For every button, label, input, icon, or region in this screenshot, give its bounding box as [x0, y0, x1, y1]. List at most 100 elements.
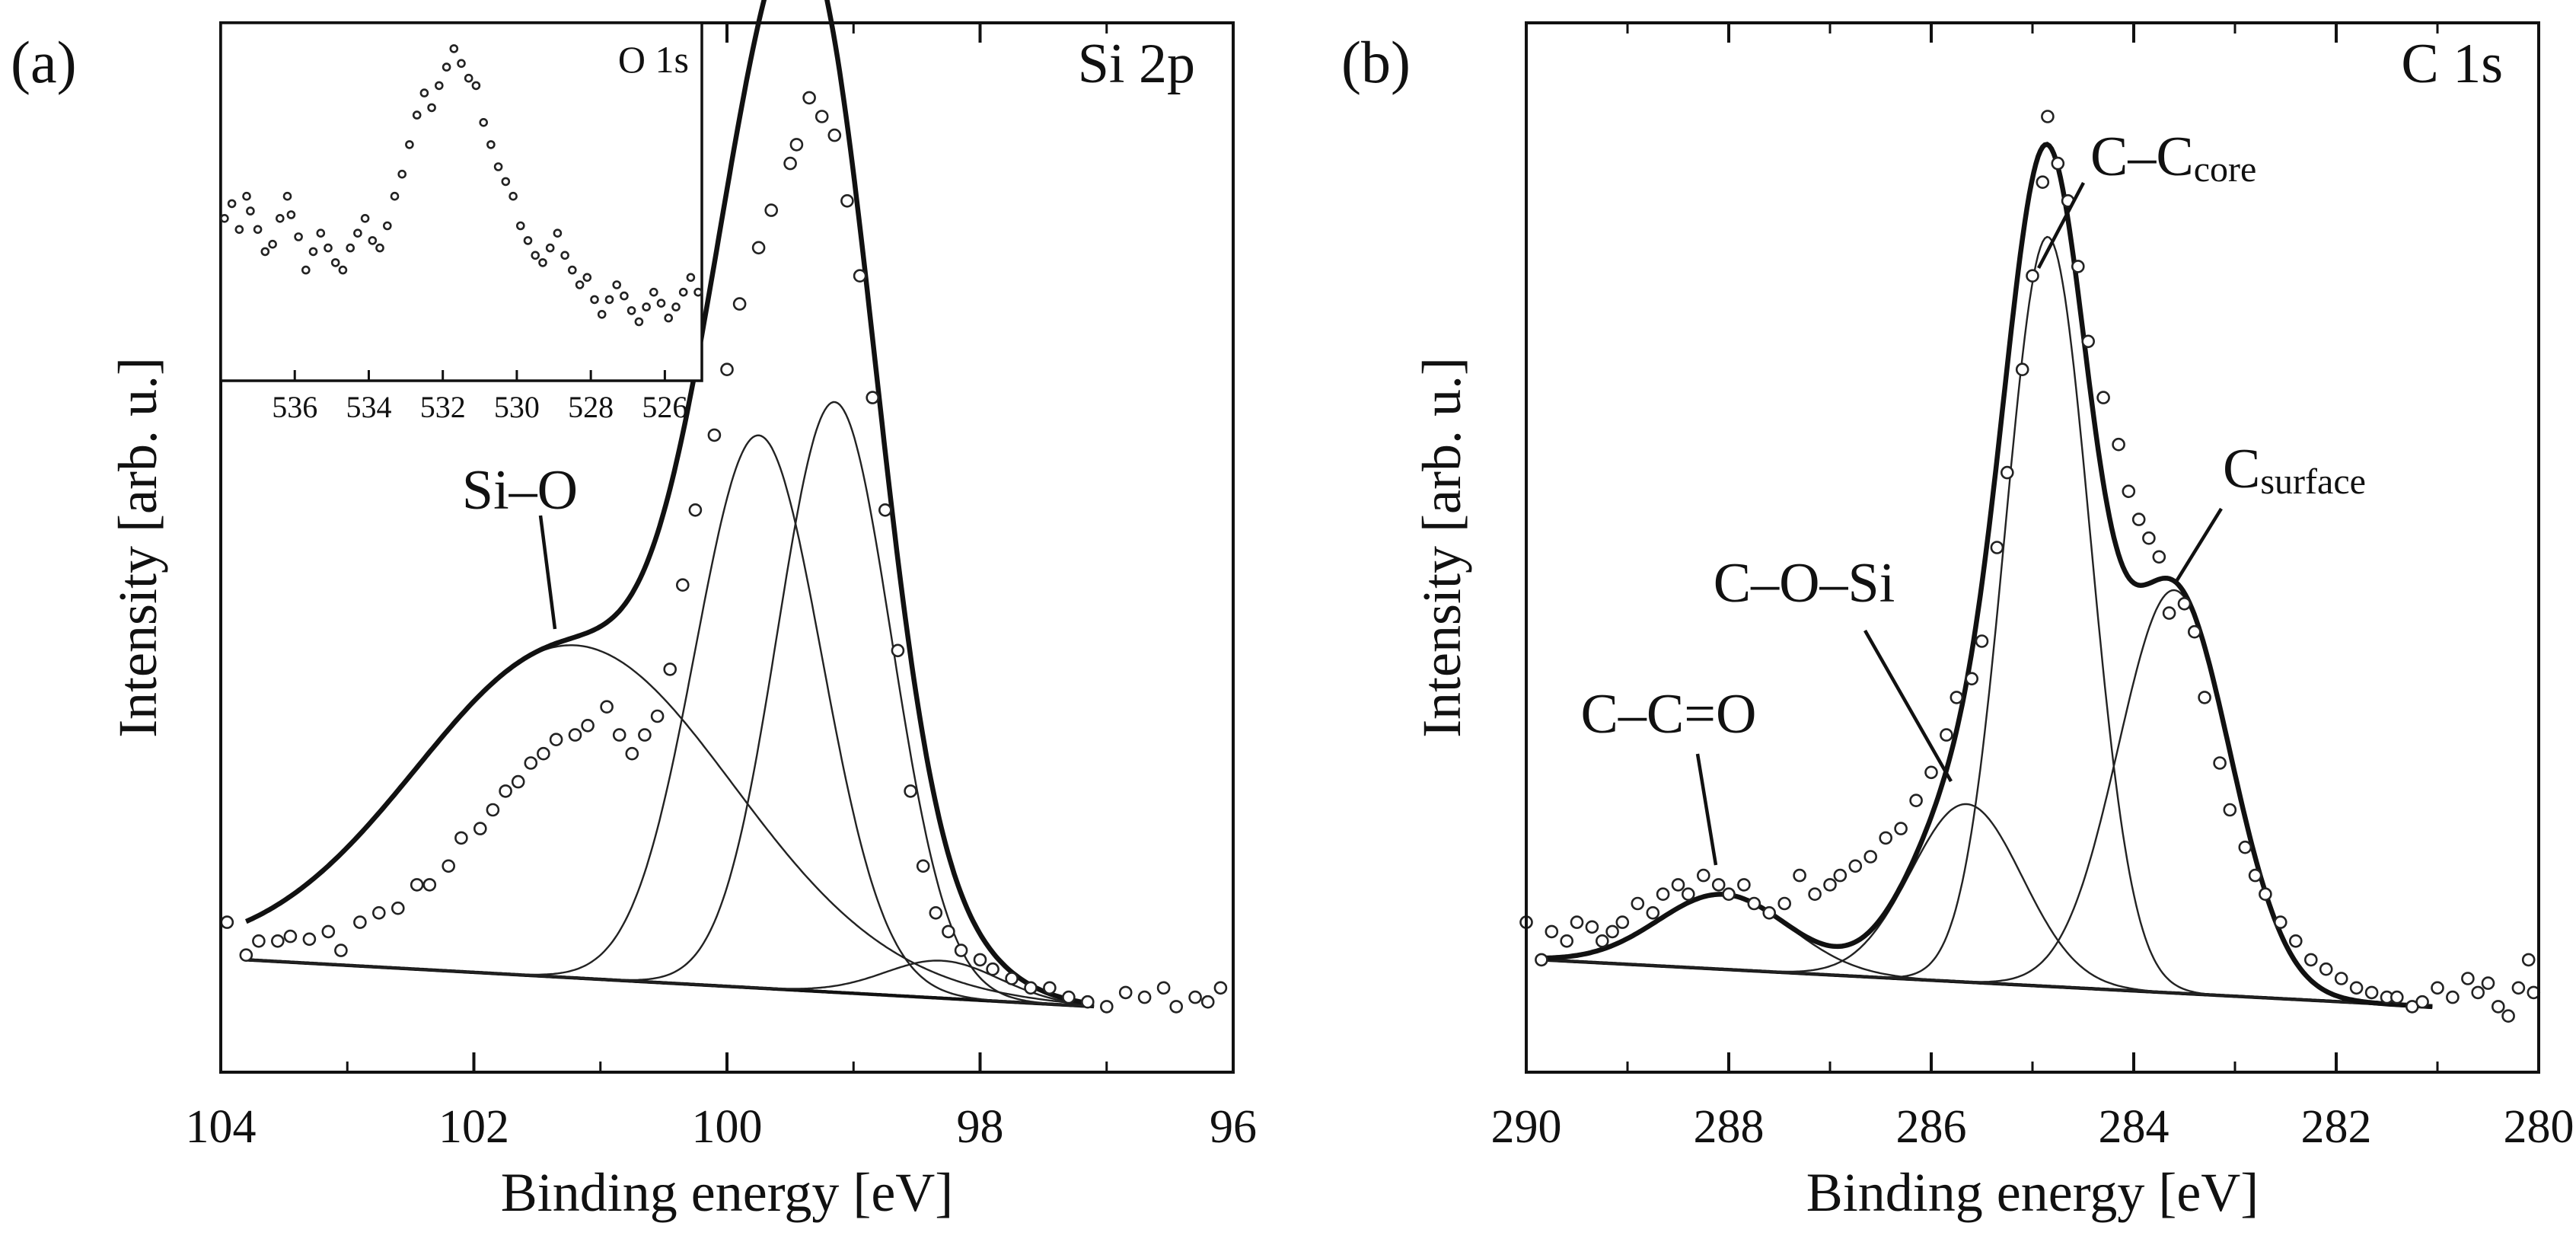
panel-a-points — [220, 91, 1228, 1014]
panel-b-data-point — [2364, 985, 2379, 1000]
inset-data-point — [360, 213, 370, 223]
panel-b-title: C 1s — [2401, 33, 2503, 95]
inset-data-point — [368, 236, 378, 245]
inset-data-point — [620, 291, 629, 301]
panel-b-data-point — [2026, 269, 2039, 283]
panel-a-data-point — [252, 934, 266, 948]
panel-b-data-point — [2334, 972, 2348, 985]
panel-a-data-point — [371, 906, 386, 920]
panel-b-data-point — [2162, 606, 2176, 620]
panel-b-data-point — [1924, 765, 1938, 780]
panel-b-data-point — [1560, 934, 1573, 948]
panel-a-data-point — [815, 110, 829, 123]
inset-data-point — [434, 81, 444, 91]
panel-a-x-tick-label: 98 — [957, 1101, 1004, 1153]
inset-data-point — [427, 103, 436, 113]
inset-data-point — [390, 191, 400, 201]
panel-a-data-point — [499, 784, 512, 798]
annotation-c-o-si-pointer — [1863, 629, 1953, 783]
inset-data-point — [316, 228, 326, 238]
panel-b-data-point — [1737, 878, 1751, 892]
inset-data-point — [294, 232, 303, 241]
panel-b-x-tick-label: 288 — [1694, 1101, 1765, 1153]
panel-b-data-point — [1894, 822, 1908, 835]
panel-b-data-point — [1940, 728, 1953, 742]
inset-data-point — [582, 273, 592, 283]
panel-a-tag: (a) — [11, 29, 77, 95]
panel-a-data-point — [1062, 990, 1076, 1004]
inset-data-point — [419, 88, 429, 97]
panel-b-data-point — [1671, 878, 1685, 892]
inset-data-point — [501, 177, 511, 187]
panel-a-data-point — [473, 822, 487, 835]
panel-a-data-point — [220, 915, 234, 929]
annotation-c-c-o: C–C=O — [1581, 683, 1757, 746]
inset-data-point — [664, 313, 674, 323]
annotation-c-surface-sub: surface — [2260, 461, 2366, 502]
inset-data-point — [375, 243, 384, 253]
panel-a-x-tick-label: 102 — [438, 1101, 509, 1153]
panel-a-data-point — [612, 728, 626, 742]
inset-data-point — [649, 287, 658, 297]
inset-data-point — [412, 110, 422, 120]
panel-a-data-point — [302, 932, 317, 947]
panel-a-data-point — [891, 643, 905, 658]
panel-b-data-point — [2051, 156, 2065, 171]
panel-b-data-point — [1990, 541, 2004, 554]
panel-a-data-point — [878, 503, 892, 517]
panel-b-data-point — [1823, 878, 1837, 892]
inset-data-point — [301, 265, 311, 275]
panel-b-data-point — [1833, 868, 1848, 883]
inset-data-point — [324, 243, 333, 253]
panel-b-data-point — [2319, 962, 2333, 976]
panel-b-data-point — [1848, 859, 1863, 873]
panel-a-data-point — [732, 297, 747, 311]
panel-b-data-point — [1596, 934, 1609, 948]
panel-a-data-point — [942, 924, 955, 939]
panel-a-x-label: Binding energy [eV] — [501, 1162, 954, 1223]
panel-a-data-point — [422, 878, 437, 892]
panel-b-data-point — [2521, 953, 2536, 967]
panel-b-data-point — [1656, 887, 1670, 901]
inset-x-tick-label: 528 — [568, 390, 614, 424]
panel-b-data-point — [2131, 512, 2146, 526]
panel-b-data-point — [1615, 915, 1630, 929]
inset-data-point — [560, 251, 569, 260]
panel-a-y-label: Intensity [arb. u.] — [107, 357, 168, 738]
panel-a-data-point — [1100, 1000, 1114, 1014]
panel-b-data-point — [2481, 976, 2495, 990]
panel-b-data-point — [2238, 840, 2252, 854]
panel-b-data-point — [1808, 887, 1822, 901]
panel-a-data-point — [568, 728, 582, 742]
panel-a-data-point — [650, 709, 665, 723]
panel-b-data-point — [2071, 260, 2085, 273]
panel-a-data-point — [802, 91, 816, 105]
panel-b-data-point — [1545, 924, 1559, 939]
panel-a-data-point — [283, 929, 298, 943]
inset-data-point — [626, 306, 636, 315]
inset-x-tick-label: 530 — [494, 390, 540, 424]
inset-data-point — [671, 302, 681, 311]
inset-data-point — [253, 225, 263, 235]
panel-a-data-point — [764, 203, 779, 217]
panel-b-data-point — [1777, 896, 1791, 911]
panel-b-data-point — [2198, 691, 2211, 704]
panel-b-x-tick-label: 284 — [2099, 1101, 2170, 1153]
inset-data-point — [397, 169, 407, 179]
panel-a-data-point — [827, 128, 842, 142]
panel-b-curves — [1541, 142, 2433, 1010]
inset-data-point — [442, 62, 451, 72]
panel-a-data-point — [334, 943, 348, 957]
panel-a-data-point — [663, 663, 677, 676]
panel-a-data-point — [1024, 981, 1038, 995]
panel-b-tag: (b) — [1341, 29, 1411, 95]
panel-b-x-tick-label: 286 — [1896, 1101, 1967, 1153]
panel-a-data-point — [904, 784, 917, 798]
panel-b-data-point — [1682, 887, 1695, 901]
panel-b-data-point — [2096, 391, 2110, 404]
panel-b-data-point — [2152, 550, 2166, 564]
panel-b-data-point — [2036, 175, 2050, 189]
panel-b-data-point — [2431, 981, 2444, 995]
panel-a-x-tick-label: 104 — [186, 1101, 257, 1153]
panel-b-data-point — [1570, 915, 1584, 929]
